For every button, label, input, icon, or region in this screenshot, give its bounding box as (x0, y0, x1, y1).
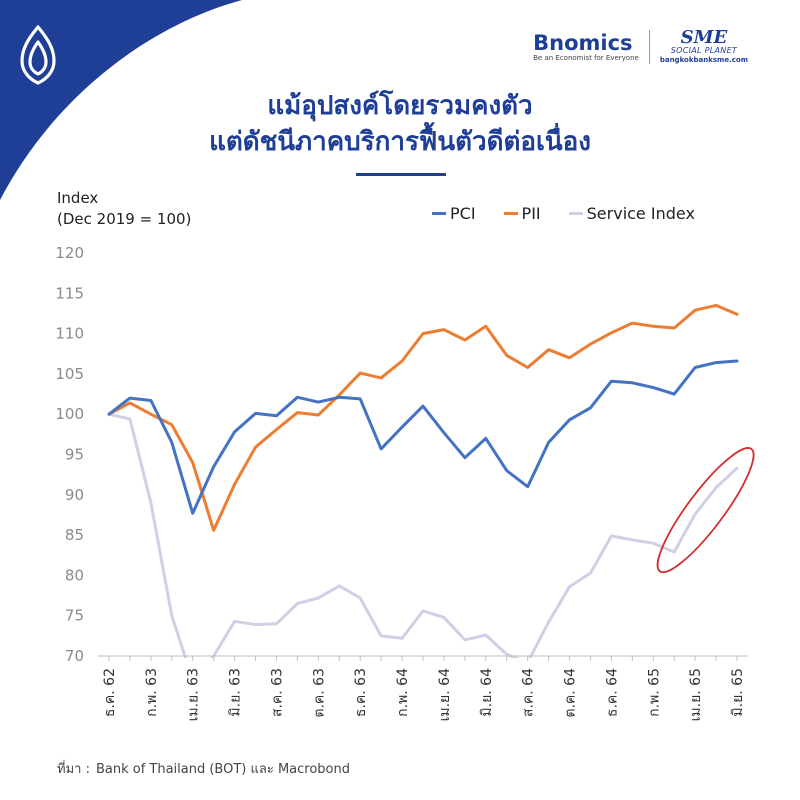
brand-logos: Bnomics Be an Economist for Everyone SME… (533, 27, 748, 65)
source-prefix: ที่มา : (57, 762, 90, 777)
chart-legend: PCI PII Service Index (432, 204, 695, 223)
y-tick-label: 85 (65, 526, 84, 544)
legend-swatch-pci (432, 212, 446, 215)
highlight-ellipse (656, 447, 755, 574)
y-tick-label: 105 (55, 365, 84, 383)
x-tick-label: ธ.ค. 62 (102, 668, 118, 717)
x-tick-label: เม.ย. 65 (688, 668, 704, 721)
series-line-pii (107, 303, 739, 532)
y-axis-label-line-1: Index (57, 189, 99, 207)
bnomics-tagline: Be an Economist for Everyone (533, 54, 639, 62)
x-tick-label: ธ.ค. 64 (604, 668, 620, 717)
x-tick-label: ส.ค. 64 (521, 668, 537, 717)
chart-title-line-1: แม้อุปสงค์โดยรวมคงตัว (267, 91, 533, 121)
y-axis-label-line-2: (Dec 2019 = 100) (57, 210, 192, 228)
y-tick-label: 115 (55, 284, 84, 302)
legend-item-pii: PII (503, 204, 541, 223)
x-tick-label: มิ.ย. 65 (730, 668, 746, 717)
series-line-pci (107, 359, 739, 515)
y-tick-label: 95 (65, 446, 84, 464)
x-tick-label: เม.ย. 63 (186, 668, 202, 721)
title-underline (356, 173, 446, 176)
y-tick-label: 80 (65, 566, 84, 584)
legend-item-service: Service Index (568, 204, 695, 223)
x-tick-label: ธ.ค. 63 (353, 668, 369, 717)
series-line-service-index (107, 412, 739, 658)
bnomics-name: Bnomics (533, 31, 633, 55)
highlight-layer (656, 447, 755, 574)
bnomics-logo: Bnomics Be an Economist for Everyone (533, 32, 639, 62)
x-tick-label: ก.พ. 63 (144, 668, 160, 717)
y-axis-ticks: 120 115 110 105 100 95 90 85 80 75 70 (55, 244, 84, 665)
x-tick-label: ก.พ. 64 (395, 668, 411, 717)
y-tick-label: 110 (55, 325, 84, 343)
sme-name: SME (680, 27, 728, 48)
x-tick-label: ส.ค. 63 (269, 668, 285, 717)
x-tick-label: ต.ค. 64 (563, 668, 579, 718)
chart-title: แม้อุปสงค์โดยรวมคงตัว แต่ดัชนีภาคบริการฟ… (0, 88, 800, 160)
source-text: Bank of Thailand (BOT) และ Macrobond (95, 762, 350, 777)
y-tick-label: 70 (65, 647, 84, 665)
legend-item-pci: PCI (432, 204, 476, 223)
legend-label-pii: PII (521, 204, 541, 223)
legend-swatch-pii (503, 212, 518, 215)
y-tick-label: 120 (55, 244, 84, 262)
x-tick-label: ต.ค. 63 (311, 668, 327, 718)
source-note: ที่มา : Bank of Thailand (BOT) และ Macrob… (57, 758, 356, 779)
sme-url: bangkokbanksme.com (659, 56, 748, 64)
logo-divider (648, 30, 650, 64)
legend-label-pci: PCI (450, 204, 476, 223)
x-tick-label: เม.ย. 64 (437, 668, 453, 721)
x-tick-label: มิ.ย. 64 (479, 668, 495, 717)
y-tick-label: 100 (55, 405, 84, 423)
y-tick-label: 90 (65, 486, 84, 504)
series-lines (107, 303, 739, 658)
x-tick-label: ก.พ. 65 (646, 668, 662, 717)
legend-label-service: Service Index (586, 204, 695, 223)
chart-title-line-2: แต่ดัชนีภาคบริการฟื้นตัวดีต่อเนื่อง (209, 127, 591, 157)
x-tick-label: มิ.ย. 63 (228, 668, 244, 717)
sme-logo: SME SOCIAL PLANET bangkokbanksme.com (659, 27, 748, 65)
sme-subtitle: SOCIAL PLANET (670, 46, 738, 55)
y-tick-label: 75 (65, 607, 84, 625)
legend-swatch-service (568, 212, 583, 215)
x-axis-ticks: ธ.ค. 62 ก.พ. 63 เม.ย. 63 มิ.ย. 63 ส.ค. 63 ต.ค… (102, 656, 746, 721)
y-axis-label: Index (Dec 2019 = 100) (57, 188, 191, 230)
